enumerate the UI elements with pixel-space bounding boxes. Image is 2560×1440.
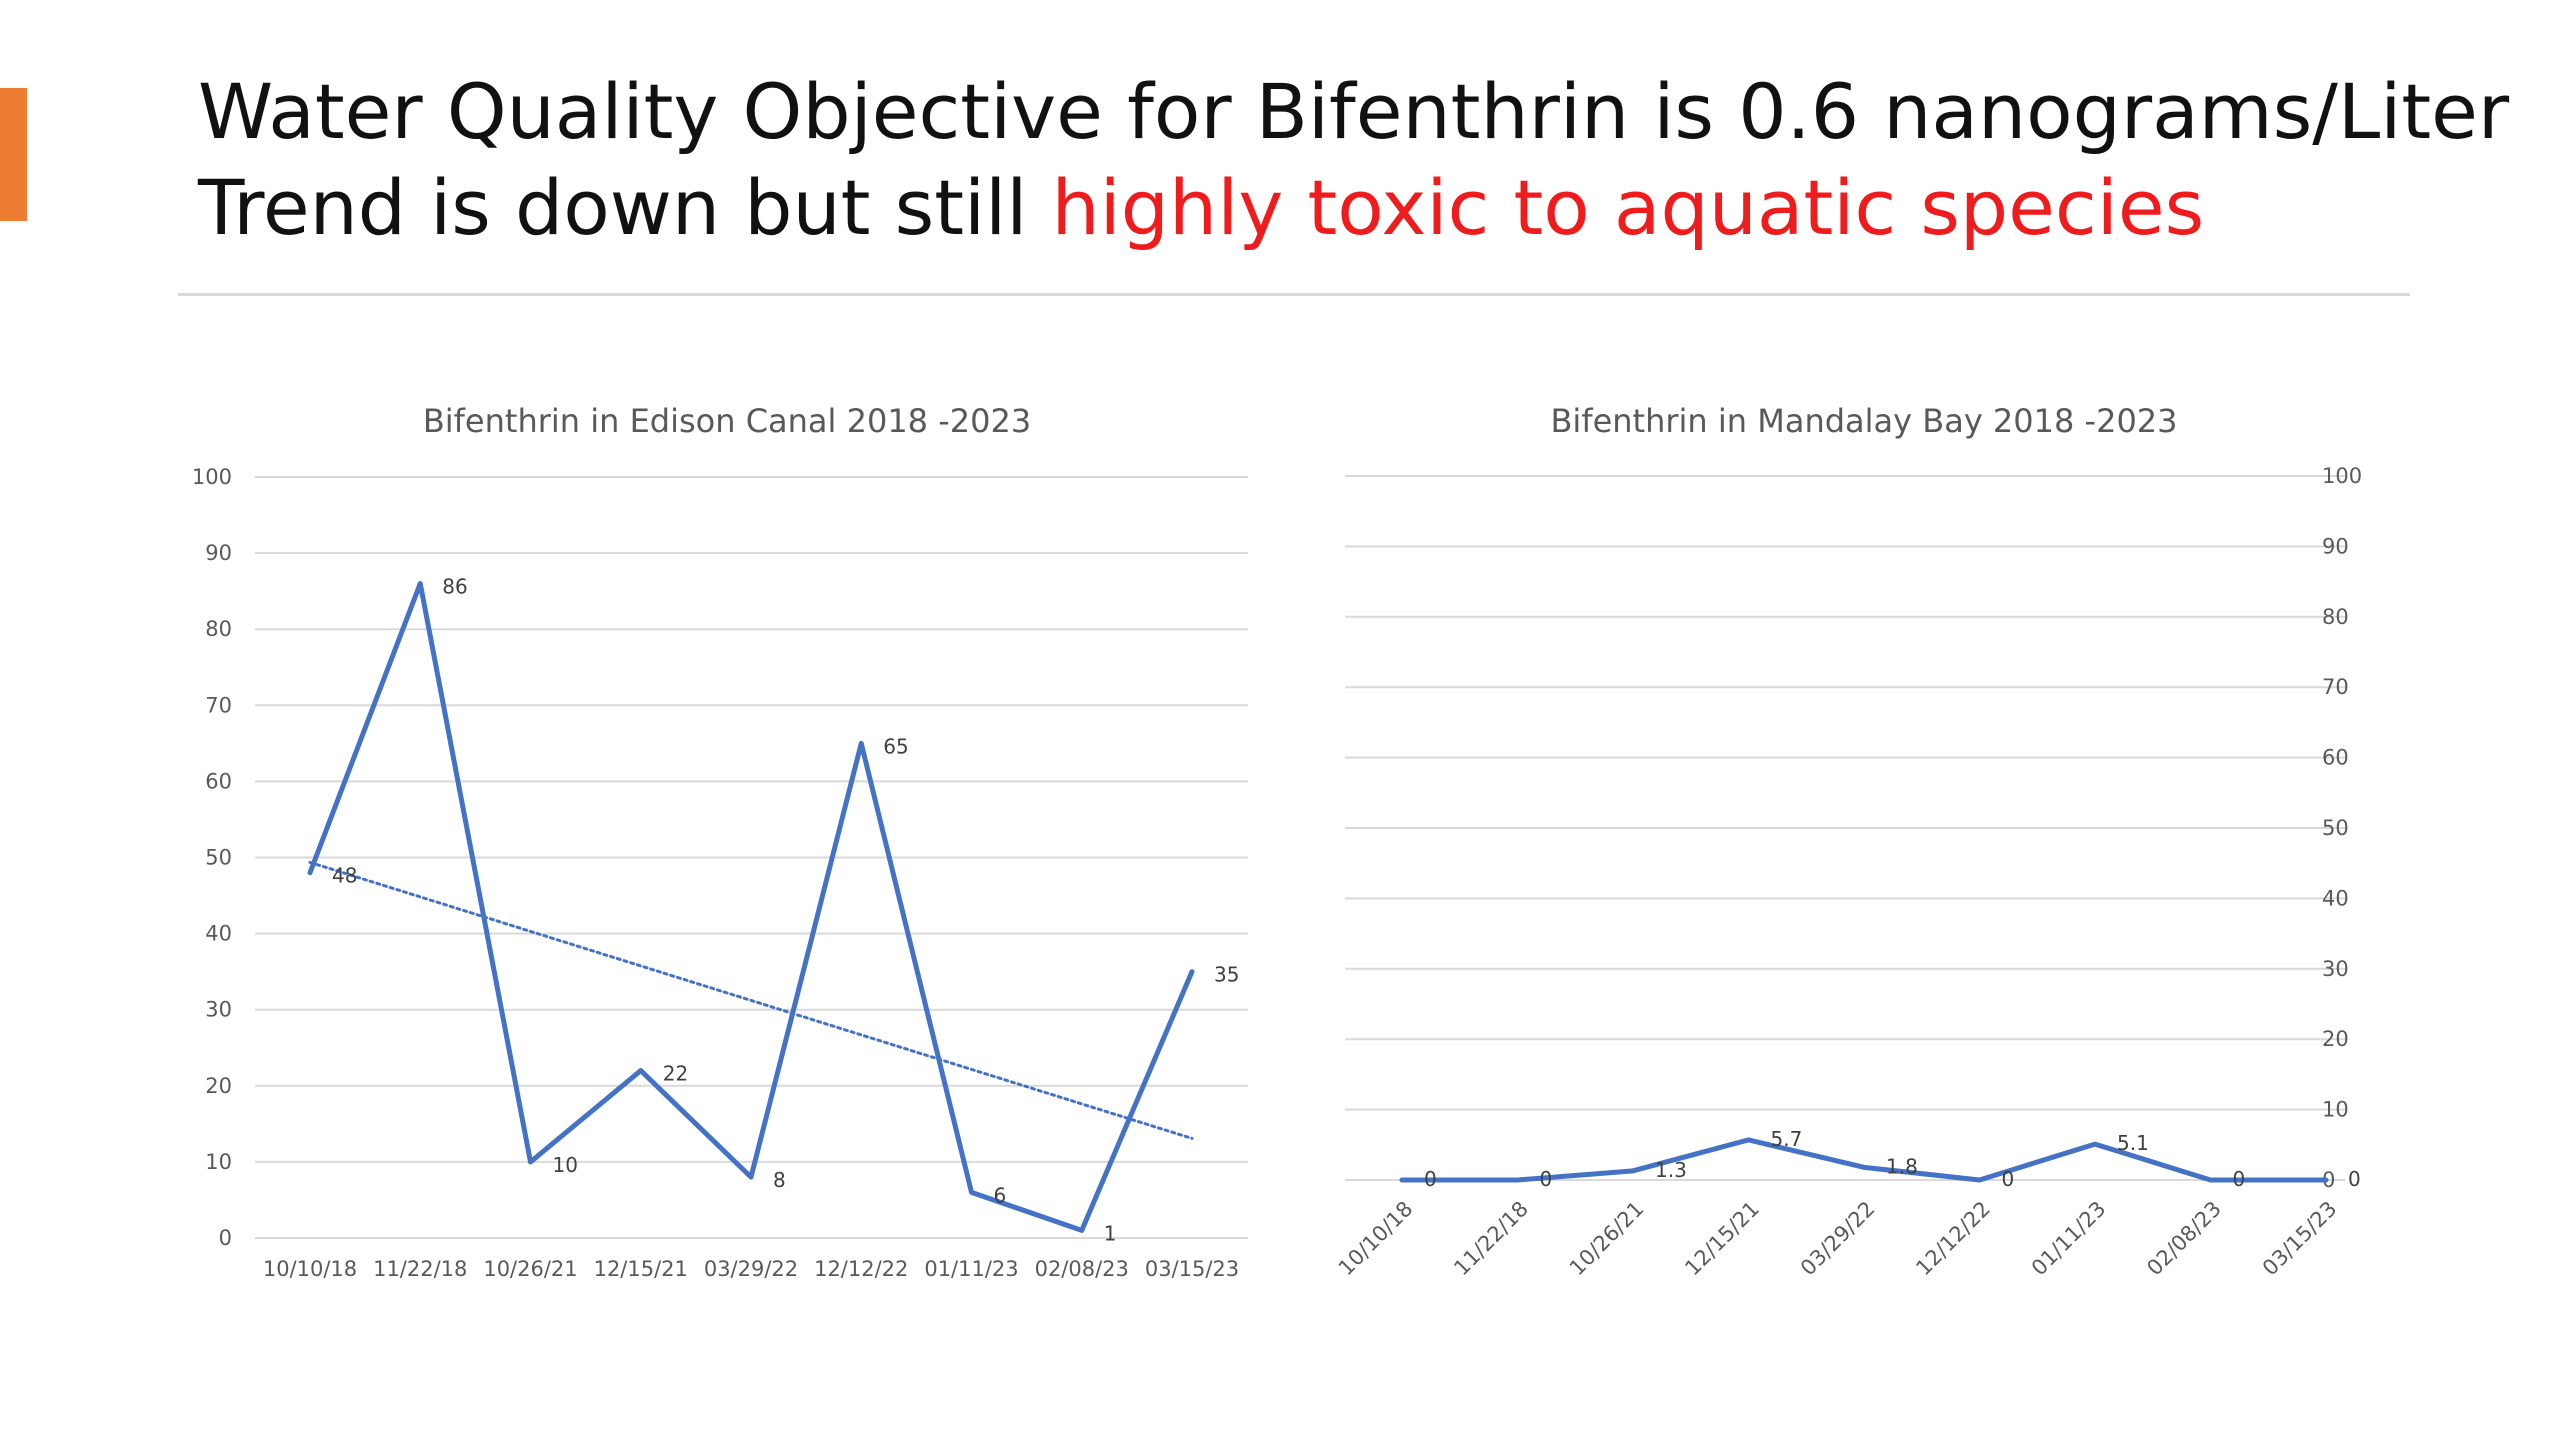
title-divider — [178, 293, 2410, 296]
data-label: 48 — [332, 864, 357, 888]
x-tick-label: 10/10/18 — [1334, 1197, 1418, 1281]
data-label: 1.8 — [1886, 1154, 1918, 1178]
x-tick-label: 03/15/23 — [1145, 1257, 1239, 1281]
x-tick-label: 02/08/23 — [2142, 1197, 2226, 1281]
data-label: 8 — [773, 1168, 786, 1192]
y-tick-label: 50 — [2322, 816, 2349, 840]
x-tick-label: 03/29/22 — [1796, 1197, 1880, 1281]
x-tick-label: 01/11/23 — [2027, 1197, 2111, 1281]
title-line-1: Water Quality Objective for Bifenthrin i… — [198, 67, 2510, 156]
slide-title: Water Quality Objective for Bifenthrin i… — [198, 64, 2510, 256]
accent-bar — [0, 88, 27, 221]
data-label: 5.7 — [1771, 1127, 1803, 1151]
x-tick-label: 10/26/21 — [483, 1257, 577, 1281]
x-tick-label: 02/08/23 — [1035, 1257, 1129, 1281]
y-tick-label: 40 — [2322, 886, 2349, 910]
y-tick-label: 10 — [2322, 1098, 2349, 1122]
data-label: 6 — [994, 1183, 1007, 1207]
y-tick-label: 90 — [2322, 534, 2349, 558]
y-tick-label: 50 — [205, 846, 232, 870]
data-label: 5.1 — [2117, 1131, 2149, 1155]
y-tick-label: 20 — [205, 1074, 232, 1098]
x-tick-label: 12/15/21 — [1680, 1197, 1764, 1281]
x-tick-label: 11/22/18 — [373, 1257, 467, 1281]
chart-title: Bifenthrin in Mandalay Bay 2018 -2023 — [1550, 402, 2177, 440]
data-label: 86 — [442, 575, 467, 599]
data-label: 1.3 — [1655, 1158, 1687, 1182]
x-tick-label: 10/10/18 — [263, 1257, 357, 1281]
title-line-2-prefix: Trend is down but still — [198, 163, 1052, 252]
y-tick-label: 0 — [2322, 1168, 2335, 1192]
y-tick-label: 60 — [205, 769, 232, 793]
y-tick-label: 30 — [205, 998, 232, 1022]
y-tick-label: 80 — [2322, 605, 2349, 629]
y-tick-label: 40 — [205, 922, 232, 946]
y-tick-label: 100 — [2322, 464, 2362, 488]
x-tick-label: 12/12/22 — [1911, 1197, 1995, 1281]
data-label: 65 — [883, 734, 908, 758]
y-tick-label: 60 — [2322, 746, 2349, 770]
x-tick-label: 11/22/18 — [1449, 1197, 1533, 1281]
y-tick-label: 100 — [192, 465, 232, 489]
x-tick-label: 03/15/23 — [2258, 1197, 2342, 1281]
y-tick-label: 70 — [2322, 675, 2349, 699]
x-tick-label: 01/11/23 — [924, 1257, 1018, 1281]
y-tick-label: 20 — [2322, 1027, 2349, 1051]
data-label: 0 — [1540, 1167, 1553, 1191]
data-label: 10 — [553, 1153, 578, 1177]
data-label: 35 — [1214, 963, 1239, 987]
y-tick-label: 10 — [205, 1150, 232, 1174]
data-label: 1 — [1104, 1221, 1117, 1245]
title-line-2: Trend is down but still highly toxic to … — [198, 160, 2448, 256]
y-tick-label: 30 — [2322, 957, 2349, 981]
y-tick-label: 80 — [205, 617, 232, 641]
title-highlight: highly toxic to aquatic species — [1051, 163, 2205, 252]
data-label: 0 — [2233, 1167, 2246, 1191]
data-label: 0 — [2002, 1167, 2015, 1191]
x-tick-label: 12/15/21 — [594, 1257, 688, 1281]
data-label: 22 — [663, 1062, 688, 1086]
chart-title: Bifenthrin in Edison Canal 2018 -2023 — [423, 402, 1031, 440]
y-tick-label: 90 — [205, 541, 232, 565]
data-label: 0 — [1424, 1167, 1437, 1191]
x-tick-label: 12/12/22 — [814, 1257, 908, 1281]
data-label: 0 — [2348, 1167, 2361, 1191]
edison-canal-chart: Bifenthrin in Edison Canal 2018 -2023010… — [192, 402, 1248, 1281]
trendline — [308, 860, 1194, 1140]
x-tick-label: 10/26/21 — [1565, 1197, 1649, 1281]
x-tick-label: 03/29/22 — [704, 1257, 798, 1281]
y-tick-label: 70 — [205, 693, 232, 717]
y-tick-label: 0 — [219, 1226, 232, 1250]
